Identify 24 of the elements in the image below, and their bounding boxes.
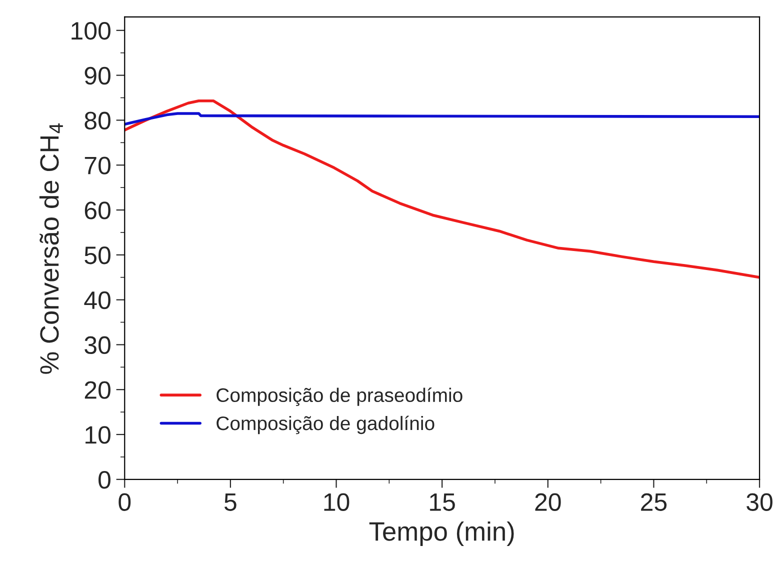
line-series xyxy=(124,112,760,126)
x-tick-label: 0 xyxy=(118,493,131,511)
y-tick-label: 40 xyxy=(84,291,110,310)
y-tick-label: 30 xyxy=(84,336,110,354)
y-tick-label: 50 xyxy=(84,246,110,264)
legend-label: Composição de praseodímio xyxy=(216,388,462,406)
y-tick-label: 20 xyxy=(84,381,110,399)
x-tick-label: 15 xyxy=(430,494,455,511)
y-tick-label: 90 xyxy=(84,66,110,85)
y-tick-label: 60 xyxy=(84,202,110,220)
x-tick-label: 30 xyxy=(746,493,772,511)
legend-label: Composição de gadolínio xyxy=(216,416,434,434)
x-axis-title: Tempo (min) xyxy=(369,521,514,546)
line-series xyxy=(124,99,760,279)
x-tick-label: 5 xyxy=(224,494,236,511)
y-axis-title: % Conversão de CH$_{4}$ xyxy=(39,123,63,374)
y-tick-label: 10 xyxy=(86,426,110,444)
x-tick-label: 20 xyxy=(535,493,561,511)
y-tick-label: 100 xyxy=(72,22,110,40)
y-tick-label: 0 xyxy=(98,471,110,489)
y-tick-label: 70 xyxy=(84,156,110,174)
x-tick-label: 25 xyxy=(641,493,667,511)
y-tick-label: 80 xyxy=(84,112,110,130)
x-tick-label: 10 xyxy=(324,493,350,511)
